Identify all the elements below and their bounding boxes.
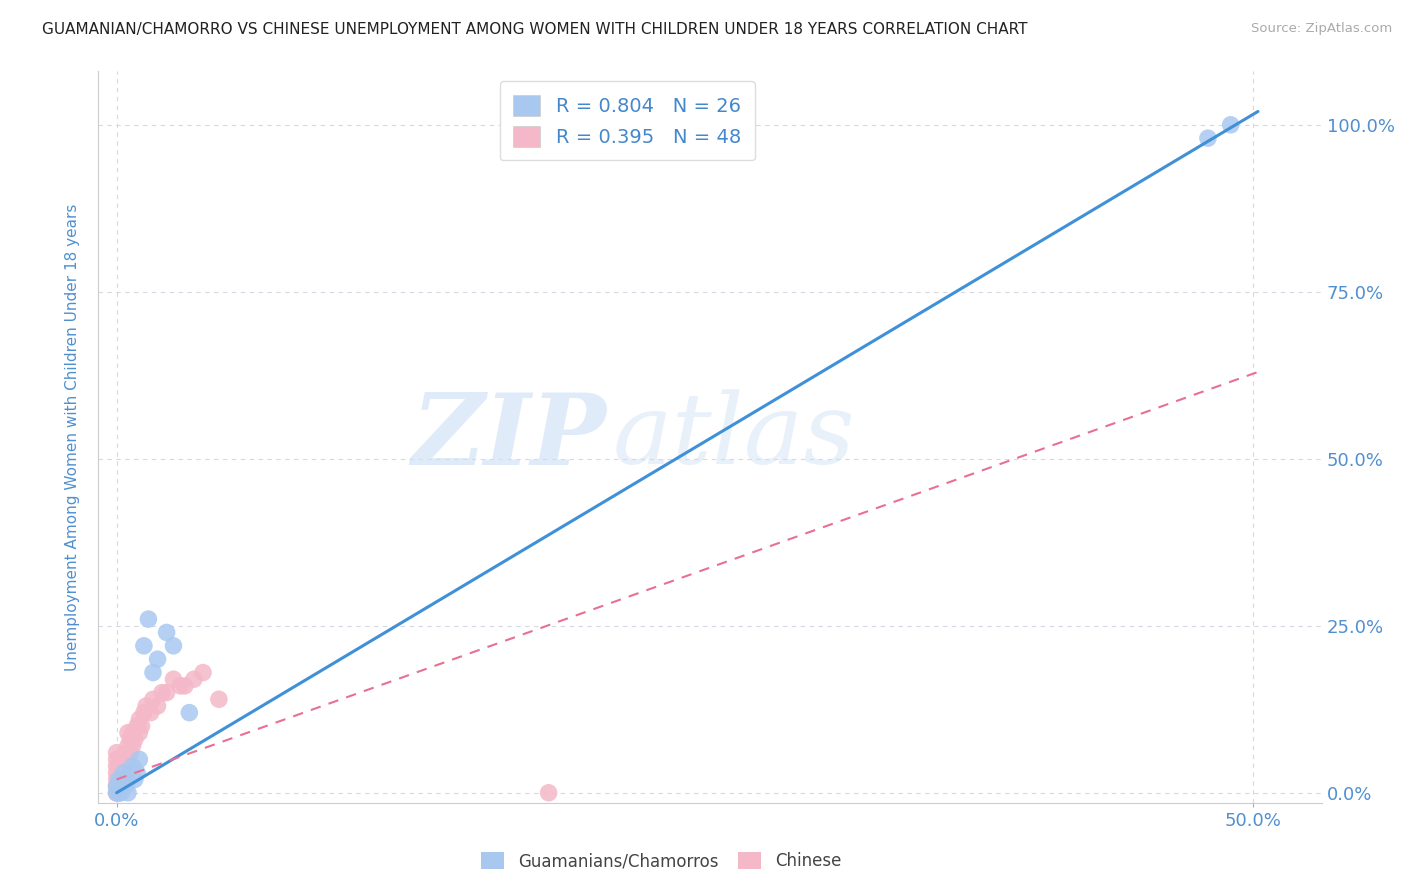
Point xyxy=(179,706,201,720)
Point xyxy=(114,746,136,760)
Point xyxy=(105,786,128,800)
Point xyxy=(105,779,128,793)
Point xyxy=(117,725,139,739)
Point xyxy=(105,786,128,800)
Point xyxy=(105,765,128,780)
Text: ZIP: ZIP xyxy=(411,389,606,485)
Point xyxy=(191,665,214,680)
Point xyxy=(142,665,165,680)
Point xyxy=(114,765,136,780)
Text: Source: ZipAtlas.com: Source: ZipAtlas.com xyxy=(1251,22,1392,36)
Point xyxy=(146,652,169,666)
Point xyxy=(117,786,139,800)
Point xyxy=(112,772,135,787)
Point xyxy=(537,118,560,132)
Point xyxy=(156,625,179,640)
Point xyxy=(139,706,162,720)
Text: atlas: atlas xyxy=(612,390,855,484)
Point xyxy=(110,779,132,793)
Point xyxy=(108,779,131,793)
Point xyxy=(128,712,150,726)
Point xyxy=(121,759,143,773)
Point xyxy=(108,772,131,787)
Point xyxy=(108,786,131,800)
Point xyxy=(110,759,132,773)
Point xyxy=(105,772,128,787)
Point xyxy=(108,772,131,787)
Point xyxy=(110,786,132,800)
Point xyxy=(128,752,150,766)
Point xyxy=(125,719,148,733)
Text: GUAMANIAN/CHAMORRO VS CHINESE UNEMPLOYMENT AMONG WOMEN WITH CHILDREN UNDER 18 YE: GUAMANIAN/CHAMORRO VS CHINESE UNEMPLOYME… xyxy=(42,22,1028,37)
Point xyxy=(105,746,128,760)
Point xyxy=(208,692,231,706)
Point xyxy=(105,752,128,766)
Point xyxy=(135,698,157,713)
Point xyxy=(125,765,148,780)
Point xyxy=(128,725,150,739)
Point xyxy=(105,779,128,793)
Point xyxy=(124,772,146,787)
Point xyxy=(110,779,132,793)
Point xyxy=(110,772,132,787)
Point xyxy=(105,779,128,793)
Point xyxy=(183,672,205,686)
Point xyxy=(169,679,191,693)
Point xyxy=(117,739,139,753)
Point xyxy=(108,786,131,800)
Point xyxy=(105,786,128,800)
Point xyxy=(117,752,139,766)
Point xyxy=(162,672,184,686)
Point xyxy=(120,765,142,780)
Point xyxy=(112,772,135,787)
Point xyxy=(150,685,173,699)
Point xyxy=(156,685,179,699)
Point xyxy=(105,786,128,800)
Point xyxy=(146,698,169,713)
Point xyxy=(112,752,135,766)
Point xyxy=(1219,118,1241,132)
Point xyxy=(173,679,195,693)
Point xyxy=(132,639,155,653)
Legend: Guamanians/Chamorros, Chinese: Guamanians/Chamorros, Chinese xyxy=(472,844,849,879)
Point xyxy=(124,732,146,747)
Point xyxy=(162,639,184,653)
Point xyxy=(112,765,135,780)
Point xyxy=(112,765,135,780)
Point xyxy=(120,732,142,747)
Point xyxy=(121,725,143,739)
Point xyxy=(537,786,560,800)
Point xyxy=(1197,131,1219,145)
Point xyxy=(132,706,155,720)
Point xyxy=(114,779,136,793)
Point xyxy=(142,692,165,706)
Point xyxy=(121,739,143,753)
Point xyxy=(138,612,160,626)
Point xyxy=(105,759,128,773)
Point xyxy=(131,719,153,733)
Point xyxy=(117,772,139,787)
Point xyxy=(120,746,142,760)
Y-axis label: Unemployment Among Women with Children Under 18 years: Unemployment Among Women with Children U… xyxy=(65,203,80,671)
Point xyxy=(108,765,131,780)
